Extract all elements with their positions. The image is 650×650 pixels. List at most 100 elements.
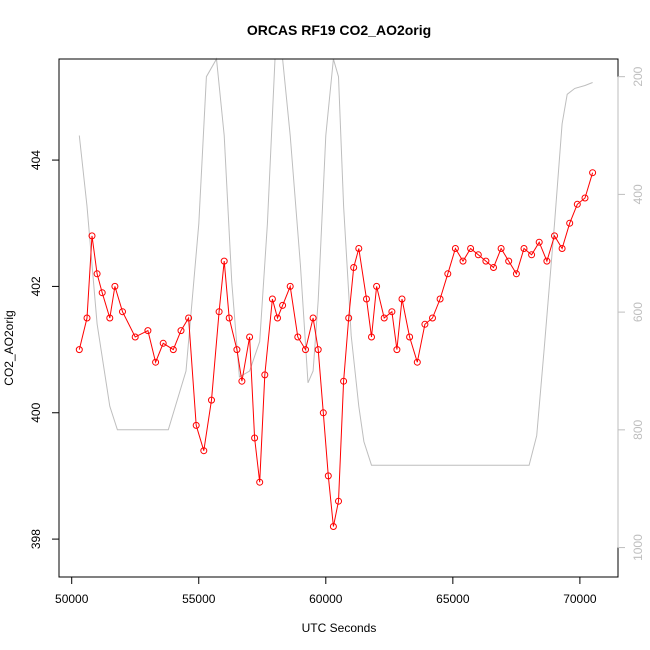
co2-point <box>256 478 264 486</box>
co2-point <box>319 409 327 417</box>
co2-series <box>75 169 597 530</box>
co2-point <box>93 270 101 278</box>
co2-point <box>111 282 119 290</box>
co2-point <box>345 314 353 322</box>
pressure-series <box>78 57 593 466</box>
co2-point <box>413 358 421 366</box>
co2-point <box>459 257 467 265</box>
co2-point <box>528 251 536 259</box>
co2-point <box>302 346 309 354</box>
co2-point <box>444 270 452 278</box>
co2-point <box>75 346 83 354</box>
co2-point <box>467 245 475 252</box>
co2-point <box>474 251 482 259</box>
co2-point <box>215 308 223 316</box>
co2-point <box>350 264 358 271</box>
co2-point <box>436 295 444 303</box>
y-tick-label: 400 <box>29 402 43 422</box>
co2-point <box>314 346 322 354</box>
co2-point <box>144 327 152 335</box>
x-tick-label: 55000 <box>182 592 216 606</box>
co2-point <box>520 245 528 252</box>
co2-point <box>398 295 406 303</box>
y-tick-label: 398 <box>29 529 43 549</box>
x-tick-label: 50000 <box>55 592 89 606</box>
co2-point <box>309 314 317 322</box>
co2-point <box>543 257 551 265</box>
co2-point <box>373 282 381 290</box>
co2-point <box>512 270 520 278</box>
co2-point <box>406 333 414 341</box>
co2-point <box>233 346 241 354</box>
co2-point <box>220 257 228 265</box>
co2-point <box>261 371 269 379</box>
y-tick-label: 402 <box>29 276 43 296</box>
co2-point <box>98 289 106 297</box>
co2-point <box>83 314 91 322</box>
co2-point <box>324 472 332 480</box>
co2-point <box>451 245 459 252</box>
co2-point <box>581 194 589 202</box>
co2-point <box>119 308 126 316</box>
right-tick-label: 800 <box>631 420 645 440</box>
co2-point <box>106 314 114 322</box>
co2-point <box>200 447 208 455</box>
co2-point <box>238 377 246 385</box>
co2-point <box>388 308 396 316</box>
co2-point <box>551 232 558 240</box>
co2-point <box>268 295 276 303</box>
co2-point <box>294 333 302 341</box>
x-tick-label: 60000 <box>309 592 343 606</box>
co2-point <box>566 219 574 227</box>
co2-point <box>251 434 259 442</box>
co2-point <box>421 320 429 328</box>
co2-point <box>225 314 233 322</box>
right-tick-label: 400 <box>631 184 645 204</box>
co2-point <box>185 314 193 322</box>
co2-point <box>335 497 342 505</box>
x-axis-title: UTC Seconds <box>302 621 377 635</box>
y-axis: 398 400 402 404 <box>29 150 60 549</box>
co2-point <box>368 333 375 341</box>
co2-point <box>535 238 543 246</box>
x-tick-label: 65000 <box>436 592 470 606</box>
co2-point <box>159 339 167 347</box>
co2-point <box>169 346 177 354</box>
co2-point <box>208 396 215 404</box>
co2-point <box>88 232 96 240</box>
x-axis: 50000 55000 60000 65000 70000 <box>55 576 597 606</box>
co2-point <box>589 169 597 177</box>
right-tick-label: 1000 <box>631 534 645 561</box>
co2-point <box>393 346 401 354</box>
co2-point <box>363 295 370 303</box>
co2-point <box>192 421 200 429</box>
co2-point <box>246 333 254 341</box>
co2-point <box>340 377 348 385</box>
pressure-line <box>78 57 593 466</box>
co2-line <box>78 172 594 527</box>
x-tick-label: 70000 <box>563 592 597 606</box>
right-tick-label: 200 <box>631 66 645 86</box>
co2-point <box>177 327 185 335</box>
co2-point <box>482 257 490 265</box>
co2-point <box>355 245 363 252</box>
co2-point <box>329 523 337 530</box>
co2-point <box>497 245 505 252</box>
co2-point <box>490 264 497 271</box>
co2-point <box>131 333 139 341</box>
right-tick-label: 600 <box>631 302 645 322</box>
co2-point <box>152 358 160 366</box>
chart-title: ORCAS RF19 CO2_AO2orig <box>247 22 431 38</box>
co2-point <box>274 314 281 322</box>
y-axis-title: CO2_AO2orig <box>2 310 16 385</box>
right-y-axis: 200 400 600 800 1000 <box>617 66 645 561</box>
y-tick-label: 404 <box>29 150 43 170</box>
co2-point <box>505 257 513 265</box>
co2-point <box>286 282 294 290</box>
co2-point <box>279 301 287 309</box>
co2-point <box>429 314 436 322</box>
co2-point <box>380 314 388 322</box>
co2-point <box>573 200 581 208</box>
